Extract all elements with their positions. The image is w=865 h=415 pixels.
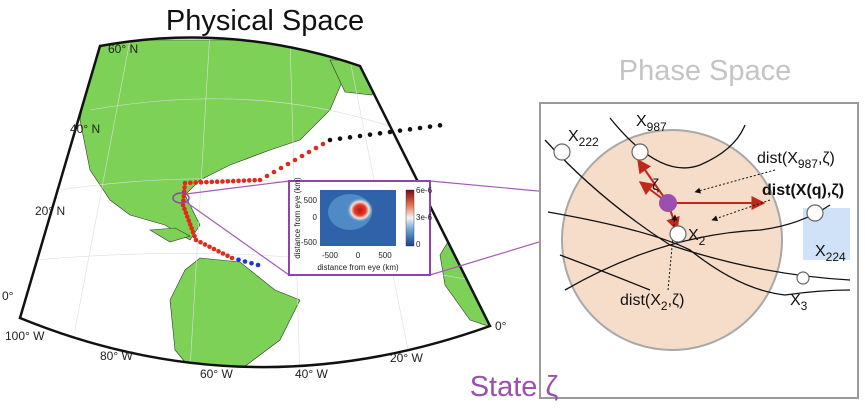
colorbar-tick: 3e-6 xyxy=(416,213,433,222)
track-point xyxy=(278,165,284,171)
point-label: X987 xyxy=(636,113,667,134)
point-label: X3 xyxy=(790,292,808,313)
lat-label: 40° N xyxy=(70,122,100,136)
track-point xyxy=(198,239,203,245)
inset-x-tick: 500 xyxy=(378,251,392,260)
lon-label: 60° W xyxy=(200,367,233,381)
track-point xyxy=(190,229,196,235)
track-point xyxy=(186,218,192,223)
inset-x-label: distance from eye (km) xyxy=(317,263,399,272)
track-point xyxy=(182,180,188,186)
track-point xyxy=(347,135,353,140)
lat-label: 0° xyxy=(2,289,14,303)
lat-label: 20° N xyxy=(35,204,65,218)
track-point xyxy=(249,260,254,266)
phase-title: Phase Space xyxy=(619,55,792,87)
lon-label: 20° W xyxy=(390,351,423,365)
hurricane-track xyxy=(180,123,443,268)
colorbar-tick: 6e-6 xyxy=(416,186,433,195)
track-point xyxy=(187,222,193,227)
track-point xyxy=(417,125,423,131)
track-point xyxy=(216,248,221,254)
track-point xyxy=(306,149,312,155)
inset-x-tick: -500 xyxy=(322,251,339,260)
track-point xyxy=(264,173,270,179)
track-point xyxy=(242,259,248,264)
track-point xyxy=(182,206,187,212)
track-point xyxy=(181,193,187,199)
track-point xyxy=(193,180,199,185)
distance-label: dist(X(q),ζ) xyxy=(762,182,844,199)
track-point xyxy=(229,255,235,261)
track-point xyxy=(209,179,215,185)
track-point xyxy=(236,257,241,263)
state-title: State ζ xyxy=(470,371,559,403)
track-point xyxy=(367,132,373,137)
distance-label: dist(X987,ζ) xyxy=(757,150,835,171)
track-point xyxy=(427,124,433,129)
inset: 500 0 -500 -500 0 500 distance from eye … xyxy=(288,177,433,276)
track-point xyxy=(271,169,277,175)
track-point xyxy=(198,180,204,185)
track-point xyxy=(257,177,263,183)
track-point xyxy=(255,262,261,268)
track-point xyxy=(220,251,226,256)
distance-label: dist(X2,ζ) xyxy=(620,292,684,313)
trajectories xyxy=(544,117,851,296)
track-point xyxy=(185,214,190,219)
track-point xyxy=(211,246,217,252)
lon-label: 80° W xyxy=(100,349,133,363)
track-point xyxy=(214,179,220,185)
inset-y-label: distance from eye (km) xyxy=(293,177,302,259)
track-point xyxy=(220,179,225,184)
lon-label: 0° xyxy=(495,319,507,333)
physical-title: Physical Space xyxy=(166,5,364,37)
track-point xyxy=(207,244,212,250)
track-point xyxy=(397,128,403,133)
track-point xyxy=(377,131,383,136)
lon-label: 100° W xyxy=(5,329,45,343)
track-point xyxy=(292,157,298,163)
colorbar-tick: 0 xyxy=(416,240,421,249)
inset-y-tick: -500 xyxy=(301,238,318,247)
track-point xyxy=(407,127,413,132)
track-point xyxy=(327,137,333,143)
track-point xyxy=(225,178,231,184)
track-point xyxy=(285,161,291,167)
inset-y-tick: 500 xyxy=(304,196,318,205)
point-label: X224 xyxy=(815,243,846,264)
track-point xyxy=(193,237,199,243)
track-point xyxy=(437,123,443,128)
track-point xyxy=(313,145,319,151)
track-point xyxy=(299,153,305,159)
track-point xyxy=(192,233,197,239)
track-point xyxy=(188,180,193,186)
track-point xyxy=(320,141,326,147)
track-point xyxy=(189,226,194,231)
track-point xyxy=(204,179,209,185)
state-point xyxy=(659,194,677,212)
track-point xyxy=(337,136,343,141)
track-point xyxy=(182,185,187,190)
inset-y-tick: 0 xyxy=(313,213,318,222)
track-point xyxy=(180,202,186,208)
lon-label: 40° W xyxy=(295,367,328,381)
track-point xyxy=(252,177,257,183)
lat-label: 60° N xyxy=(108,42,138,56)
track-point xyxy=(225,253,230,259)
point-label: X2 xyxy=(688,227,706,248)
track-point xyxy=(241,178,247,183)
inset-x-tick: 0 xyxy=(356,251,361,260)
track-point xyxy=(246,178,252,183)
point-label: X222 xyxy=(568,128,599,149)
state-label: ζ xyxy=(652,177,659,194)
track-point xyxy=(230,178,236,184)
track-point xyxy=(236,178,241,184)
track-point xyxy=(202,242,208,247)
track-point xyxy=(357,133,363,139)
track-point xyxy=(183,210,189,216)
track-point xyxy=(387,129,393,135)
